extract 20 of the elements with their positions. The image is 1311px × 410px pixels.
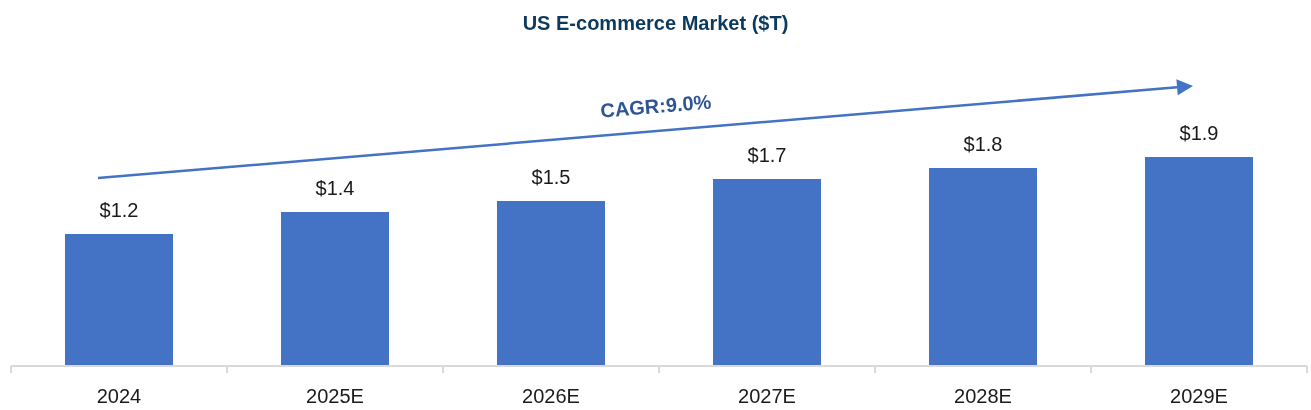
data-label: $1.7 bbox=[747, 144, 787, 166]
bar bbox=[65, 234, 173, 366]
data-label: $1.5 bbox=[531, 166, 571, 188]
x-tick-label: 2024 bbox=[96, 385, 142, 407]
x-tick-label: 2028E bbox=[954, 385, 1012, 407]
x-tick-label: 2025E bbox=[306, 385, 364, 407]
x-tick-label: 2027E bbox=[738, 385, 796, 407]
x-tick-label: 2026E bbox=[522, 385, 580, 407]
bar bbox=[713, 179, 821, 366]
data-label: $1.2 bbox=[99, 199, 139, 221]
data-label: $1.8 bbox=[963, 133, 1003, 155]
bar bbox=[281, 212, 389, 366]
text: CAGR:9.0% bbox=[599, 90, 713, 122]
bar bbox=[929, 168, 1037, 366]
data-label: $1.9 bbox=[1179, 122, 1219, 144]
data-label: $1.4 bbox=[315, 177, 355, 199]
x-tick-label: 2029E bbox=[1170, 385, 1228, 407]
bar bbox=[1145, 157, 1253, 366]
chart-title: US E-commerce Market ($T) bbox=[522, 12, 789, 34]
bar bbox=[497, 201, 605, 366]
